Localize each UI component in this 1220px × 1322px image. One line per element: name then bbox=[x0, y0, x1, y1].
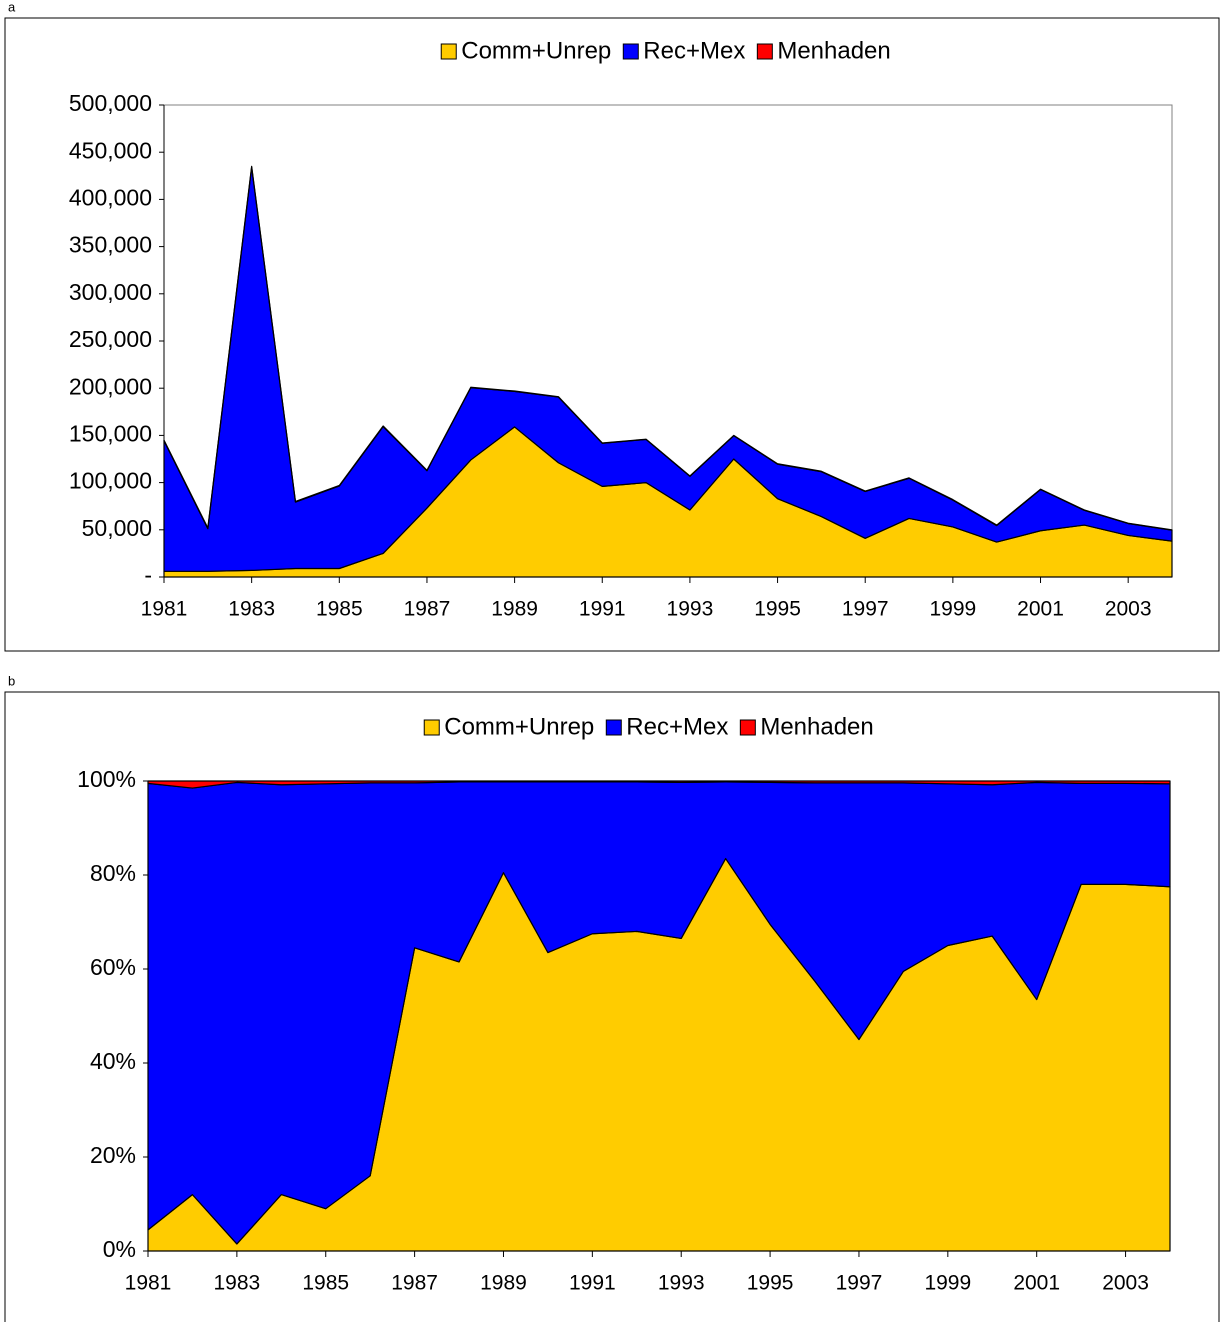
x-tick-label: 1987 bbox=[391, 1272, 438, 1295]
legend-label: Menhaden bbox=[760, 713, 873, 740]
x-tick-label: 2001 bbox=[1013, 1272, 1060, 1295]
legend: Comm+Unrep Rec+Mex Menhaden bbox=[423, 713, 874, 740]
x-tick-label: 1993 bbox=[667, 598, 714, 621]
x-tick-label: 1985 bbox=[302, 1272, 349, 1295]
x-tick-label: 1981 bbox=[125, 1272, 172, 1295]
y-tick-label: 450,000 bbox=[69, 137, 152, 163]
y-tick-label: 150,000 bbox=[69, 420, 152, 446]
y-tick-label: - bbox=[144, 562, 152, 588]
y-tick-label: 400,000 bbox=[69, 184, 152, 210]
x-tick-label: 1989 bbox=[480, 1272, 527, 1295]
x-tick-label: 1993 bbox=[658, 1272, 705, 1295]
y-tick-label: 200,000 bbox=[69, 373, 152, 399]
x-tick-label: 1995 bbox=[747, 1272, 794, 1295]
area bbox=[147, 780, 1171, 789]
y-tick-label: 300,000 bbox=[69, 279, 152, 305]
y-tick-label: 500,000 bbox=[69, 90, 152, 116]
y-tick-label: 20% bbox=[90, 1142, 136, 1168]
x-tick-label: 1985 bbox=[316, 598, 363, 621]
y-tick-label: 350,000 bbox=[69, 232, 152, 258]
legend-label: Menhaden bbox=[777, 37, 890, 64]
legend-label: Rec+Mex bbox=[643, 37, 745, 64]
x-tick-label: 1983 bbox=[228, 598, 275, 621]
panel-label: a bbox=[8, 0, 16, 14]
x-tick-label: 1997 bbox=[836, 1272, 883, 1295]
x-tick-label: 1983 bbox=[214, 1272, 261, 1295]
legend: Comm+Unrep Rec+Mex Menhaden bbox=[440, 37, 891, 64]
y-tick-label: 60% bbox=[90, 954, 136, 980]
legend-label: Rec+Mex bbox=[626, 713, 728, 740]
x-tick-label: 1995 bbox=[754, 598, 801, 621]
legend-label: Comm+Unrep bbox=[444, 713, 594, 740]
legend-swatch bbox=[423, 719, 440, 736]
x-tick-label: 1991 bbox=[579, 598, 626, 621]
x-tick-label: 1989 bbox=[491, 598, 538, 621]
y-tick-label: 100% bbox=[77, 766, 136, 792]
x-tick-label: 1991 bbox=[569, 1272, 616, 1295]
x-tick-label: 1987 bbox=[404, 598, 451, 621]
x-tick-label: 2001 bbox=[1017, 598, 1064, 621]
legend-label: Comm+Unrep bbox=[461, 37, 611, 64]
legend-swatch bbox=[756, 43, 773, 60]
legend-swatch bbox=[440, 43, 457, 60]
y-tick-label: 250,000 bbox=[69, 326, 152, 352]
y-tick-label: 40% bbox=[90, 1048, 136, 1074]
panel-label: b bbox=[8, 673, 15, 688]
x-tick-label: 2003 bbox=[1105, 598, 1152, 621]
area bbox=[163, 165, 1173, 531]
legend-swatch bbox=[605, 719, 622, 736]
y-tick-label: 0% bbox=[103, 1236, 136, 1262]
x-tick-label: 1999 bbox=[930, 598, 977, 621]
x-tick-label: 1999 bbox=[924, 1272, 971, 1295]
y-tick-label: 80% bbox=[90, 860, 136, 886]
legend-swatch bbox=[622, 43, 639, 60]
y-tick-label: 100,000 bbox=[69, 468, 152, 494]
y-tick-label: 50,000 bbox=[82, 515, 152, 541]
legend-swatch bbox=[739, 719, 756, 736]
x-tick-label: 1997 bbox=[842, 598, 889, 621]
x-tick-label: 2003 bbox=[1102, 1272, 1149, 1295]
x-tick-label: 1981 bbox=[141, 598, 188, 621]
panel-frame bbox=[4, 691, 1220, 1322]
panel-frame bbox=[4, 17, 1220, 652]
